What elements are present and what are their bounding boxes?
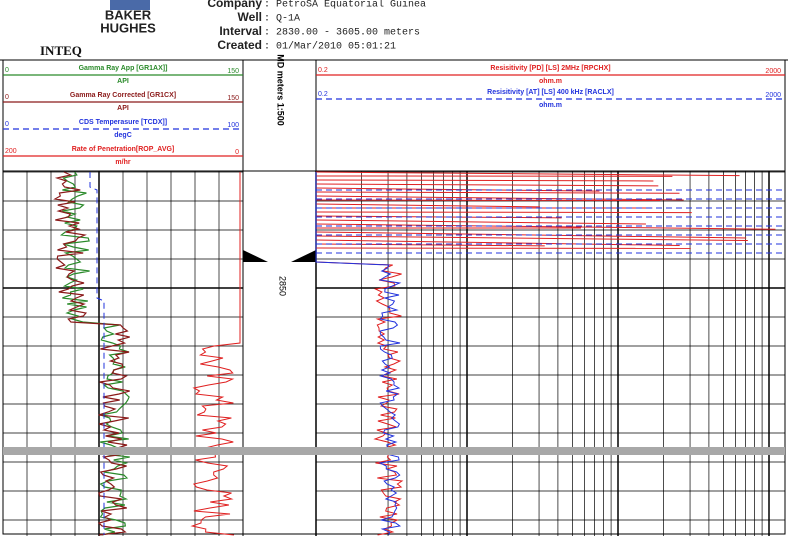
scale-min: 0.2 — [318, 67, 328, 74]
resistivity-spike — [316, 212, 692, 213]
gray-band — [3, 447, 785, 455]
field-label: Company — [207, 0, 262, 10]
curve-name: Gamma Ray App [GR1AX]] — [79, 65, 168, 72]
scale-min: 200 — [5, 148, 17, 155]
scale-max: 150 — [227, 95, 239, 102]
logo-brand: INTEQ — [40, 43, 82, 58]
scale-min: 0 — [5, 67, 9, 74]
curve-name: Resisitivity [AT] [LS] 400 kHz [RACLX] — [487, 89, 614, 96]
depth-label: 2850 — [278, 276, 288, 296]
curve-unit: API — [117, 105, 129, 112]
scale-min: 0 — [5, 121, 9, 128]
curve-unit: degC — [114, 132, 132, 139]
curve-name: CDS Temperasure [TCDX]] — [79, 119, 167, 126]
curve-name: Rate of Penetration[ROP_AVG] — [72, 146, 175, 153]
curve-name: Gamma Ray Corrected [GR1CX] — [70, 92, 176, 99]
resistivity-spike — [316, 200, 660, 201]
curve-unit: ohm.m — [539, 78, 562, 85]
field-value: : Q-1A — [264, 14, 300, 25]
scale-max: 2000 — [765, 68, 781, 75]
scale-max: 0 — [235, 149, 239, 156]
scale-max: 150 — [227, 68, 239, 75]
scale-min: 0 — [5, 94, 9, 101]
field-label: Interval — [219, 24, 262, 38]
field-value: : PetroSA Equatorial Guinea — [264, 0, 426, 11]
scale-max: 2000 — [765, 92, 781, 99]
logo-bottom: HUGHES — [100, 20, 156, 35]
field-value: : 01/Mar/2010 05:01:21 — [264, 41, 396, 53]
scale-min: 0.2 — [318, 91, 328, 98]
scale-max: 100 — [227, 122, 239, 129]
curve-unit: m/hr — [115, 159, 130, 166]
curve-unit: ohm.m — [539, 102, 562, 109]
field-value: : 2830.00 - 3605.00 meters — [264, 28, 420, 39]
depth-scale: MD meters 1:500 — [276, 54, 286, 126]
field-label: Created — [217, 38, 262, 52]
curve-name: Resisitivity [PD] [LS] 2MHz [RPCHX] — [490, 65, 610, 72]
curve-unit: API — [117, 78, 129, 85]
field-label: Well — [238, 10, 262, 24]
